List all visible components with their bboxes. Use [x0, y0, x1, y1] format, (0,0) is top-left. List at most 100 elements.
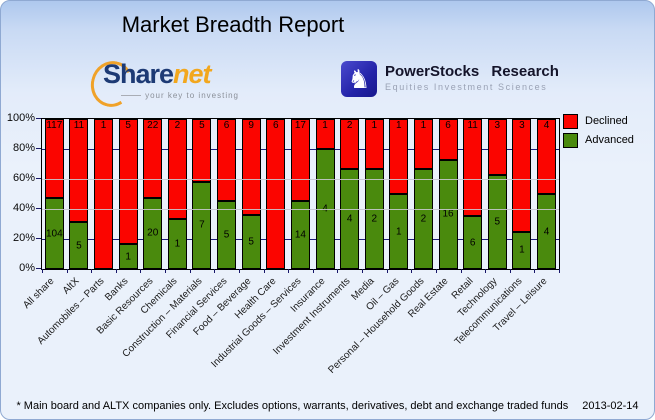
advanced-value-label: 1 [125, 251, 131, 262]
bar-segment-advanced: 2 [364, 169, 384, 269]
declined-value-label: 6 [223, 120, 230, 131]
declined-value-label: 1 [100, 120, 107, 131]
sharenet-logo: Sharenet your key to investing [86, 56, 253, 112]
x-axis-tick [214, 269, 216, 273]
declined-value-label: 1 [396, 120, 402, 131]
y-axis-label: 40% [12, 202, 35, 214]
declined-value-label: 9 [248, 120, 254, 131]
advanced-value-label: 5 [248, 236, 254, 248]
legend-item-declined: Declined [563, 113, 634, 129]
bar-health-care: 6 [266, 119, 286, 269]
bar-segment-advanced: 5 [69, 222, 89, 269]
bar-segment-advanced: 2 [413, 169, 433, 269]
bar-segment-declined [143, 119, 163, 198]
x-axis-tick [559, 269, 560, 273]
bar-segment-declined [438, 119, 458, 160]
advanced-value-label: 1 [174, 238, 181, 250]
bar-segment-declined [413, 119, 433, 169]
report-date: 2013-02-14 [582, 400, 639, 412]
bar-segment-advanced: 14 [290, 201, 310, 269]
powerstocks-tagline: Equities Investment Sciences [385, 82, 548, 92]
y-axis-tick [36, 268, 41, 269]
sharenet-tagline-row: your key to investing [121, 91, 239, 100]
bar-segment-declined [290, 119, 310, 202]
sharenet-tagline-rule [121, 95, 142, 96]
sharenet-tagline: your key to investing [145, 91, 239, 100]
legend-label-declined: Declined [585, 115, 628, 127]
x-axis-tick [42, 269, 43, 273]
bar-segment-advanced: 1 [118, 244, 138, 269]
x-axis-tick [115, 269, 117, 273]
powerstocks-text: PowerStocks Research Equities Investment… [385, 61, 559, 92]
declined-value-label: 3 [494, 120, 501, 131]
y-axis-tick [36, 178, 41, 179]
bar-segment-advanced: 20 [143, 197, 163, 269]
bar-segment-declined [192, 119, 212, 182]
declined-value-label: 1 [420, 120, 427, 131]
powerstocks-name: PowerStocks Research [385, 63, 559, 80]
bar-segment-advanced: 5 [487, 175, 507, 269]
bar-segment-advanced: 5 [217, 200, 237, 269]
y-axis-tick [36, 208, 41, 209]
x-axis-tick [263, 269, 265, 273]
advanced-value-label: 16 [442, 208, 454, 220]
knight-glyph: ♞ [347, 64, 371, 94]
bar-basic-resources: 22 20 [143, 119, 163, 269]
declined-value-label: 1 [322, 120, 328, 131]
advanced-value-label: 4 [346, 213, 353, 225]
bar-segment-declined [340, 119, 360, 169]
legend-label-advanced: Advanced [585, 134, 634, 146]
bar-segment-advanced: 7 [192, 181, 212, 269]
advanced-value-label: 5 [494, 216, 501, 228]
footer-note-row: * Main board and ALTX companies only. Ex… [1, 400, 654, 412]
declined-value-label: 2 [346, 120, 353, 131]
bars-container: 1171041151512220215765956171414241211126… [42, 119, 559, 269]
legend-item-advanced: Advanced [563, 132, 634, 148]
advanced-value-label: 14 [294, 229, 306, 241]
bar-segment-declined [364, 119, 384, 169]
plot-area: 1171041151512220215765956171414241211126… [41, 118, 560, 270]
declined-value-label: 6 [273, 120, 279, 131]
y-axis-tick [36, 238, 41, 239]
advanced-value-label: 104 [45, 228, 63, 240]
declined-value-label: 11 [467, 120, 478, 131]
bar-automobiles-parts: 1 [94, 119, 114, 269]
declined-value-label: 2 [174, 120, 181, 131]
x-axis-tick [140, 269, 142, 273]
chart-legend: Declined Advanced [563, 113, 634, 151]
advanced-value-label: 5 [76, 240, 82, 252]
bar-segment-declined [167, 119, 187, 219]
advanced-value-label: 6 [469, 237, 476, 249]
x-axis-tick [362, 269, 364, 273]
footer-note: * Main board and ALTX companies only. Ex… [16, 400, 569, 412]
y-axis-label: 20% [12, 232, 35, 244]
gridline-40 [42, 209, 559, 210]
advanced-value-label: 2 [420, 213, 427, 225]
bar-segment-advanced: 16 [438, 159, 458, 269]
advanced-value-label: 7 [199, 219, 205, 231]
x-axis-tick [91, 269, 93, 273]
declined-value-label: 6 [445, 120, 451, 131]
bar-segment-declined [389, 119, 409, 194]
bar-segment-declined [536, 119, 556, 194]
x-axis-tick [435, 269, 437, 273]
bar-altx: 11 5 [69, 119, 89, 269]
advanced-value-label: 1 [396, 226, 402, 237]
advanced-value-label: 2 [371, 213, 377, 225]
x-axis-tick [238, 269, 240, 273]
declined-value-label: 17 [294, 120, 306, 131]
declined-value-label: 5 [125, 120, 131, 131]
declined-value-label: 3 [519, 120, 525, 131]
declined-value-label: 1 [371, 120, 377, 131]
